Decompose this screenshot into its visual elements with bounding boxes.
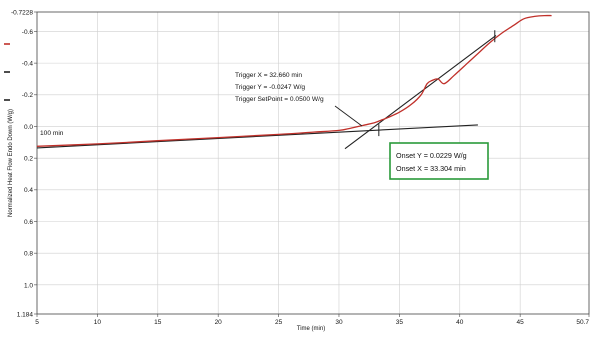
x-tick-label: 35 bbox=[396, 319, 404, 326]
x-tick-label: 45 bbox=[517, 319, 525, 326]
y-tick-label: 0.2 bbox=[24, 156, 33, 163]
tangent-line-1 bbox=[36, 124, 478, 149]
x-tick-label: 15 bbox=[154, 319, 162, 326]
y-tick-label: 0.8 bbox=[24, 251, 33, 258]
y-axis-label: Normalized Heat Flow Endo Down (W/g) bbox=[8, 109, 14, 217]
x-tick-label: 20 bbox=[215, 319, 223, 326]
x-axis-label: Time (min) bbox=[297, 326, 325, 332]
y-tick-label: -0.2 bbox=[22, 92, 34, 99]
onset-box bbox=[389, 142, 489, 180]
y-tick-label: 0.0 bbox=[24, 124, 33, 131]
x-tick-label: 40 bbox=[456, 319, 464, 326]
tangent-line-2 bbox=[344, 34, 497, 150]
x-axis-ticks: 5 10 15 20 25 30 35 40 45 50.7 bbox=[35, 314, 589, 326]
series-line-1 bbox=[36, 14, 552, 147]
y-tick-label: 0.6 bbox=[24, 219, 33, 226]
x-tick-label: 10 bbox=[94, 319, 102, 326]
trigger-pointer bbox=[334, 105, 363, 127]
trigger-y-label: Trigger Y = -0.0247 W/g bbox=[235, 84, 305, 91]
trigger-x-label: Trigger X = 32.660 min bbox=[235, 72, 302, 79]
y-axis-ticks: -0.7228 -0.6 -0.4 -0.2 0.0 0.2 0.4 0.6 0.8 1.0 1.1… bbox=[11, 9, 37, 318]
x-tick-label: 25 bbox=[275, 319, 283, 326]
plot-frame bbox=[36, 11, 590, 315]
x-tick-label: 30 bbox=[335, 319, 343, 326]
onset-y-label: Onset Y = 0.0229 W/g bbox=[396, 151, 467, 160]
onset-x-label: Onset X = 33.304 min bbox=[396, 164, 466, 173]
x-tick-label: 5 bbox=[35, 319, 39, 326]
y-tick-label: 1.0 bbox=[24, 282, 33, 289]
y-tick-label: 0.4 bbox=[24, 187, 33, 194]
onset-annotation: Onset Y = 0.0229 W/g Onset X = 33.304 mi… bbox=[389, 142, 489, 180]
series-layer bbox=[36, 14, 552, 150]
trigger-setpoint-label: Trigger SetPoint = 0.0500 W/g bbox=[235, 96, 324, 103]
y-tick-label: -0.7228 bbox=[11, 9, 33, 16]
y-tick-label: 1.184 bbox=[17, 311, 34, 318]
y-tick-label: -0.6 bbox=[22, 29, 34, 36]
x-tick-label: 50.7 bbox=[576, 319, 589, 326]
legend-swatches bbox=[4, 43, 10, 101]
y-tick-label: -0.4 bbox=[22, 61, 34, 68]
x-level-label: 100 min bbox=[40, 130, 64, 137]
trigger-annotation: Trigger X = 32.660 min Trigger Y = -0.02… bbox=[235, 72, 363, 127]
